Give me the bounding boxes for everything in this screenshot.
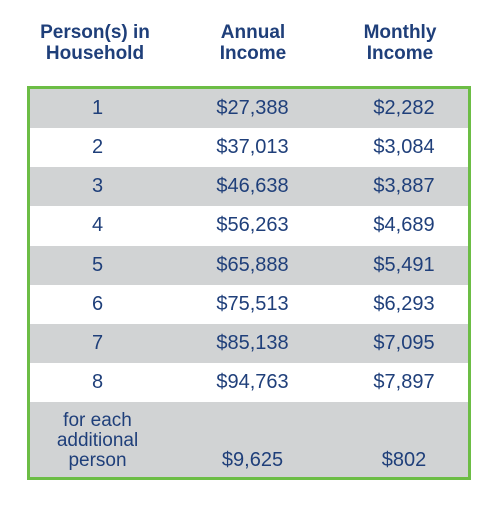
- monthly-income-cell: $3,887: [373, 175, 435, 198]
- monthly-income-cell: $4,689: [373, 214, 435, 237]
- additional-label-line-3: person: [68, 450, 127, 471]
- header-monthly-income: Monthly Income: [334, 22, 466, 64]
- header-monthly-line-1: Monthly: [363, 22, 437, 43]
- monthly-income-cell: $2,282: [373, 97, 435, 120]
- additional-person-label: for each additional person: [30, 402, 165, 477]
- annual-income-cell: $85,138: [216, 331, 289, 354]
- additional-label-line-1: for each: [63, 410, 132, 431]
- persons-cell: 5: [91, 253, 104, 276]
- table-header: Person(s) in Household Annual Income Mon…: [28, 22, 473, 74]
- table-row: 2 $37,013 $3,084: [30, 128, 468, 167]
- header-household-line-1: Person(s) in: [40, 22, 150, 43]
- additional-monthly-income-cell: $802: [381, 449, 427, 471]
- persons-cell: 1: [91, 97, 104, 120]
- table-row: 3 $46,638 $3,887: [30, 167, 468, 207]
- table-row: 4 $56,263 $4,689: [30, 206, 468, 245]
- table-row: 7 $85,138 $7,095: [30, 323, 468, 363]
- persons-cell: 4: [91, 214, 104, 237]
- header-annual-line-2: Income: [219, 43, 287, 64]
- persons-cell: 7: [91, 331, 104, 354]
- annual-income-cell: $94,763: [216, 370, 289, 393]
- header-household-line-2: Household: [45, 43, 145, 64]
- header-annual-income: Annual Income: [198, 22, 308, 64]
- income-table: 1 $27,388 $2,282 2 $37,013 $3,084 3 $46,…: [27, 86, 471, 480]
- table-row: 8 $94,763 $7,897: [30, 363, 468, 402]
- annual-income-cell: $75,513: [216, 292, 289, 315]
- annual-income-cell: $46,638: [216, 175, 289, 198]
- table-row: 5 $65,888 $5,491: [30, 245, 468, 285]
- annual-income-cell: $37,013: [216, 136, 289, 159]
- persons-cell: 2: [91, 136, 104, 159]
- monthly-income-cell: $3,084: [373, 136, 435, 159]
- persons-cell: 8: [91, 370, 104, 393]
- annual-income-cell: $56,263: [216, 214, 289, 237]
- monthly-income-cell: $6,293: [373, 292, 435, 315]
- annual-income-cell: $27,388: [216, 97, 289, 120]
- additional-person-row: for each additional person $9,625 $802: [30, 402, 468, 477]
- monthly-income-cell: $7,095: [373, 331, 435, 354]
- header-monthly-line-2: Income: [366, 43, 434, 64]
- additional-annual-income-cell: $9,625: [221, 449, 284, 471]
- annual-income-cell: $65,888: [216, 253, 289, 276]
- table-row: 1 $27,388 $2,282: [30, 89, 468, 129]
- persons-cell: 3: [91, 175, 104, 198]
- header-household: Person(s) in Household: [28, 22, 162, 64]
- table-row: 6 $75,513 $6,293: [30, 285, 468, 324]
- monthly-income-cell: $7,897: [373, 370, 435, 393]
- persons-cell: 6: [91, 292, 104, 315]
- additional-label-line-2: additional: [56, 430, 139, 451]
- header-annual-line-1: Annual: [220, 22, 286, 43]
- monthly-income-cell: $5,491: [373, 253, 435, 276]
